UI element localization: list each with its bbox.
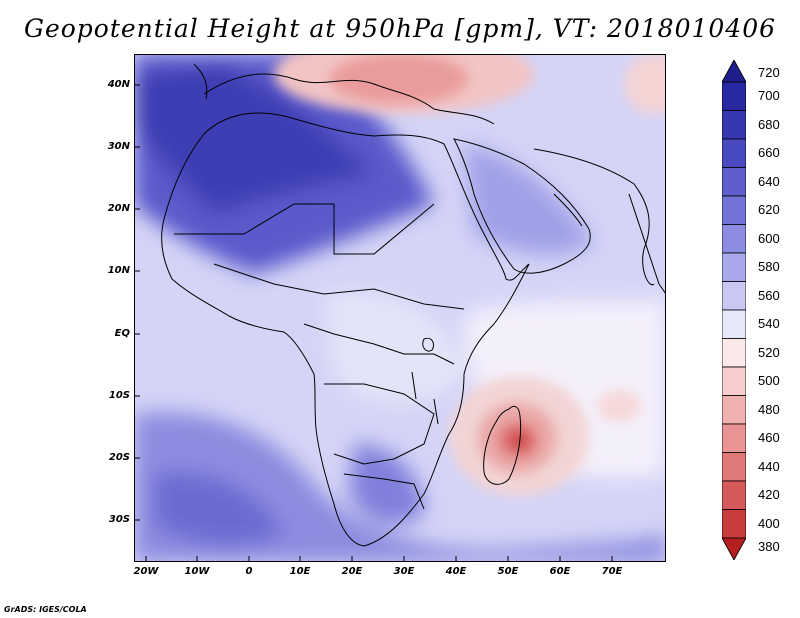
colorbar-cell-400 bbox=[722, 509, 746, 539]
lon-label-10e: 10E bbox=[289, 566, 311, 577]
field-mid-southernafrica bbox=[349, 444, 424, 525]
coastline-iberia bbox=[193, 63, 208, 100]
lon-label-10w: 10W bbox=[184, 566, 210, 577]
map-title: Geopotential Height at 950hPa [gpm], VT:… bbox=[23, 14, 777, 43]
coastline-madagascar bbox=[483, 405, 522, 485]
colorbar-label-700: 700 bbox=[758, 88, 780, 104]
colorbar-label-560: 560 bbox=[758, 287, 780, 303]
colorbar bbox=[722, 60, 746, 560]
colorbar-cell-500 bbox=[722, 366, 746, 396]
colorbar-label-440: 440 bbox=[758, 458, 780, 474]
colorbar-label-420: 420 bbox=[758, 487, 780, 503]
field-high-southwest bbox=[154, 472, 284, 545]
colorbar-label-400: 400 bbox=[758, 515, 780, 531]
lon-label-20w: 20W bbox=[133, 566, 159, 577]
field-low-patch-east bbox=[597, 390, 641, 422]
colorbar-cell-620 bbox=[722, 195, 746, 225]
colorbar-label-660: 660 bbox=[758, 145, 780, 161]
map-frame bbox=[134, 54, 666, 562]
coastline-india bbox=[628, 193, 666, 295]
colorbar-cell-440 bbox=[722, 452, 746, 482]
lon-label-60e: 60E bbox=[549, 566, 571, 577]
field-light-equatorial bbox=[324, 292, 464, 404]
lon-label-30e: 30E bbox=[393, 566, 415, 577]
colorbar-label-460: 460 bbox=[758, 430, 780, 446]
colorbar-cell-580 bbox=[722, 252, 746, 282]
colorbar-cell-520 bbox=[722, 338, 746, 368]
field-cyclone-core bbox=[511, 433, 527, 449]
lat-label-40n: 40N bbox=[107, 79, 130, 90]
colorbar-cell-480 bbox=[722, 395, 746, 425]
lon-label-40e: 40E bbox=[445, 566, 467, 577]
colorbar-label-480: 480 bbox=[758, 401, 780, 417]
colorbar-cell-420 bbox=[722, 480, 746, 510]
colorbar-label-600: 600 bbox=[758, 230, 780, 246]
colorbar-cells bbox=[722, 60, 746, 560]
lake-malawi bbox=[433, 398, 439, 425]
boundary-lines-central bbox=[213, 263, 465, 310]
lat-label-eq: EQ bbox=[114, 328, 130, 339]
boundary-lines-southern bbox=[343, 473, 425, 510]
colorbar-cell-380 bbox=[722, 537, 746, 560]
colorbar-cell-700 bbox=[722, 81, 746, 111]
lat-label-10s: 10S bbox=[108, 390, 130, 401]
field-low-northeast bbox=[624, 54, 666, 114]
field-highest-northwest bbox=[134, 64, 374, 214]
colorbar-label-540: 540 bbox=[758, 316, 780, 332]
footer-credit: GrADS: IGES/COLA bbox=[4, 605, 87, 614]
lat-label-20s: 20S bbox=[108, 452, 130, 463]
coastline-africa bbox=[161, 112, 530, 547]
coastline-asia bbox=[533, 148, 655, 286]
coastline-arabia bbox=[453, 138, 591, 274]
colorbar-cell-540 bbox=[722, 309, 746, 339]
colorbar-label-380: 380 bbox=[758, 538, 780, 554]
colorbar-cell-560 bbox=[722, 281, 746, 311]
colorbar-cell-600 bbox=[722, 224, 746, 254]
lon-label-0: 0 bbox=[245, 566, 253, 577]
boundary-lines-north bbox=[174, 203, 435, 255]
coastline-persian-gulf bbox=[553, 193, 583, 227]
field-low-mediterranean-core bbox=[329, 54, 469, 105]
colorbar-cell-460 bbox=[722, 423, 746, 453]
axis-ticks bbox=[134, 84, 613, 562]
colorbar-label-520: 520 bbox=[758, 344, 780, 360]
boundary-lines-equatorial bbox=[303, 323, 455, 365]
lat-label-30s: 30S bbox=[108, 514, 130, 525]
boundary-lines-south bbox=[324, 383, 435, 465]
field-mid-arabia bbox=[464, 144, 594, 255]
lon-label-50e: 50E bbox=[497, 566, 519, 577]
lat-label-30n: 30N bbox=[107, 141, 130, 152]
lat-label-20n: 20N bbox=[107, 203, 130, 214]
lake-victoria bbox=[422, 337, 435, 352]
colorbar-label-720: 720 bbox=[758, 65, 780, 81]
colorbar-cell-660 bbox=[722, 138, 746, 168]
lake-tanganyika bbox=[411, 371, 417, 400]
coastlines bbox=[161, 63, 666, 547]
colorbar-cell-720 bbox=[722, 60, 746, 83]
coastline-europe bbox=[203, 73, 495, 125]
colorbar-label-500: 500 bbox=[758, 373, 780, 389]
lon-label-20e: 20E bbox=[341, 566, 363, 577]
lat-label-10n: 10N bbox=[107, 265, 130, 276]
lon-label-70e: 70E bbox=[601, 566, 623, 577]
colorbar-label-620: 620 bbox=[758, 202, 780, 218]
colorbar-cell-640 bbox=[722, 167, 746, 197]
colorbar-label-640: 640 bbox=[758, 173, 780, 189]
colorbar-label-680: 680 bbox=[758, 116, 780, 132]
colorbar-label-580: 580 bbox=[758, 259, 780, 275]
geopotential-map bbox=[134, 54, 666, 562]
colorbar-cell-680 bbox=[722, 110, 746, 140]
